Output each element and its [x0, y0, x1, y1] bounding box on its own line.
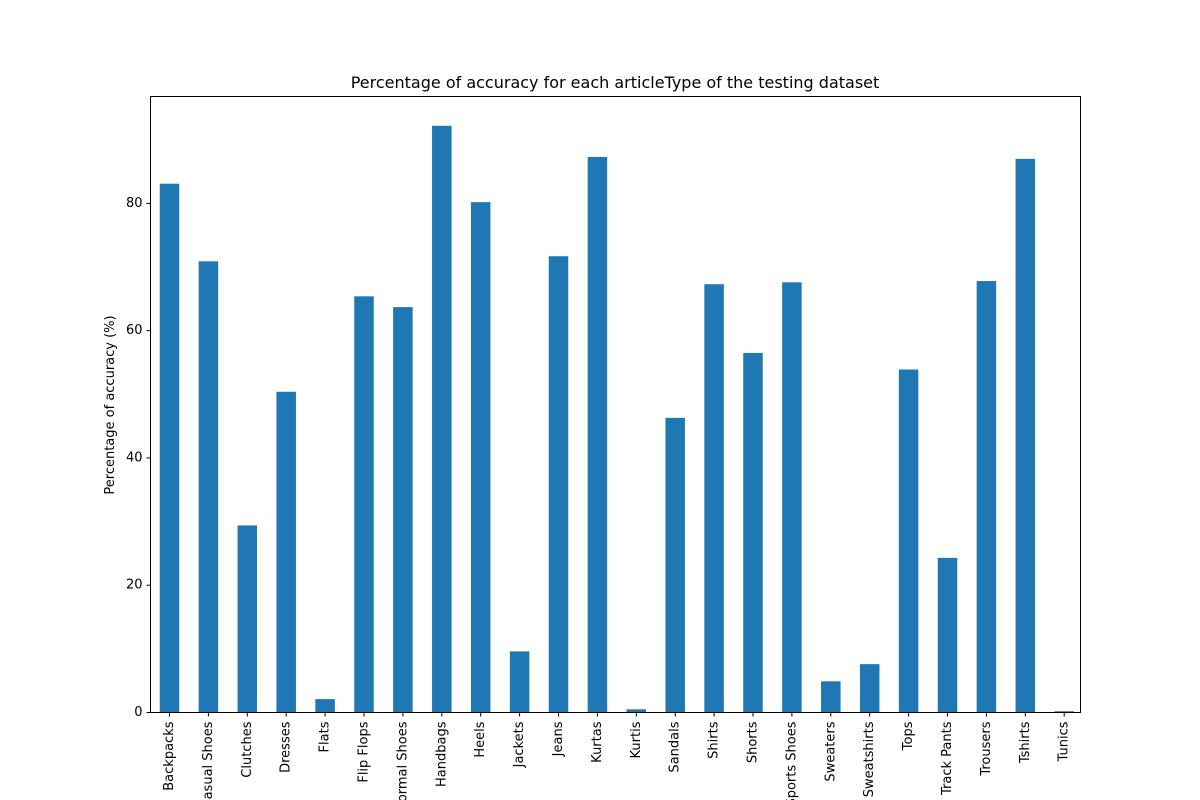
x-tick-label: Jeans — [551, 721, 566, 757]
y-tick-label: 0 — [134, 705, 142, 720]
bar-jeans — [548, 256, 569, 713]
x-tick-label: Casual Shoes — [201, 721, 216, 800]
y-axis-title: Percentage of accuracy (%) — [103, 315, 118, 494]
y-tick-label: 60 — [126, 323, 143, 338]
bars-group — [159, 125, 1074, 713]
bar-kurtis — [626, 709, 647, 713]
x-tick-label: Backpacks — [162, 721, 177, 790]
bar-tshirts — [1015, 158, 1036, 713]
y-tick-label: 80 — [126, 196, 143, 211]
x-tick-label: Heels — [473, 721, 488, 757]
x-tick-label: Tshirts — [1018, 721, 1033, 764]
x-tick-label: Flats — [318, 721, 333, 752]
y-tick-label: 20 — [126, 578, 143, 593]
x-tick-label: Sweaters — [823, 721, 838, 781]
x-tick-label: Sandals — [668, 721, 683, 772]
bar-heels — [470, 202, 491, 713]
x-tick-label: Trousers — [979, 721, 994, 776]
bar-handbags — [432, 125, 452, 713]
chart-title: Percentage of accuracy for each articleT… — [351, 73, 880, 92]
bar-track-pants — [937, 557, 958, 713]
bar-tops — [898, 369, 919, 713]
bar-shirts — [704, 284, 724, 713]
y-axis: 0 20 40 60 80 — [126, 196, 151, 720]
plot-frame — [150, 96, 1081, 713]
x-tick-label: Tunics — [1057, 721, 1072, 762]
bar-sweaters — [821, 681, 841, 713]
x-tick-label: Clutches — [240, 721, 255, 777]
x-tick-label: Flip Flops — [357, 721, 372, 782]
bar-flip-flops — [354, 296, 374, 713]
x-axis: Backpacks Casual Shoes Clutches Dresses Flat… — [162, 712, 1072, 800]
x-tick-label: Tops — [901, 721, 916, 751]
x-tick-label: Handbags — [434, 721, 449, 787]
x-tick-label: Sweatshirts — [862, 721, 877, 797]
x-tick-label: Jackets — [512, 721, 527, 768]
x-tick-label: Shirts — [707, 721, 722, 759]
x-tick-label: Kurtas — [590, 721, 605, 763]
bar-flats — [315, 699, 335, 713]
x-tick-label: Sports Shoes — [784, 721, 799, 800]
bar-backpacks — [159, 183, 180, 713]
x-tick-label: Dresses — [279, 721, 294, 773]
bar-formal-shoes — [393, 307, 413, 713]
bar-jackets — [509, 651, 530, 713]
bar-casual-shoes — [198, 261, 219, 713]
bar-kurtas — [587, 156, 608, 713]
bar-clutches — [237, 525, 258, 713]
bar-dresses — [276, 391, 296, 713]
bar-tunics — [1054, 711, 1074, 713]
x-tick-label: Shorts — [746, 721, 761, 763]
bar-sweatshirts — [859, 664, 880, 713]
bar-sports-shoes — [782, 282, 802, 713]
x-tick-label: Formal Shoes — [395, 721, 410, 800]
x-tick-label: Track Pants — [940, 721, 955, 796]
y-tick-label: 40 — [126, 450, 143, 465]
bar-shorts — [743, 352, 763, 713]
bar-trousers — [976, 281, 997, 713]
bar-sandals — [665, 417, 685, 713]
x-tick-label: Kurtis — [629, 721, 644, 758]
